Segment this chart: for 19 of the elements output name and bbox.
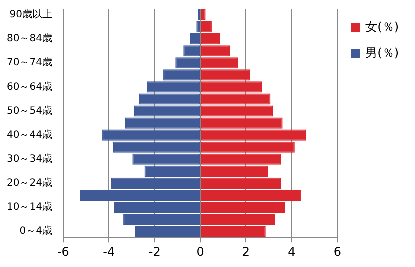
x-tick-label: -6 (57, 244, 70, 259)
y-tick-label: 50～54歳 (6, 104, 52, 117)
y-tick-label: 90歳以上 (10, 8, 52, 21)
y-tick-label: 80～84歳 (6, 32, 52, 45)
y-tick-label: 60～64歳 (6, 80, 52, 93)
legend-label: 男(％) (366, 46, 400, 60)
legend-label: 女(％) (366, 20, 400, 34)
y-tick-label: 70～74歳 (6, 56, 52, 69)
y-tick-label: 0～4歳 (20, 225, 52, 238)
y-tick-label: 40～44歳 (6, 128, 52, 141)
x-tick-label: 4 (288, 244, 296, 259)
y-tick-label: 30～34歳 (6, 152, 52, 165)
x-tick-label: 0 (196, 244, 204, 259)
y-tick-label: 10～14歳 (6, 201, 52, 214)
x-tick-label: 2 (242, 244, 250, 259)
y-tick-label: 20～24歳 (6, 177, 52, 190)
x-tick-label: 6 (334, 244, 342, 259)
x-tick-label: -2 (148, 244, 161, 259)
x-tick-label: -4 (103, 244, 116, 259)
